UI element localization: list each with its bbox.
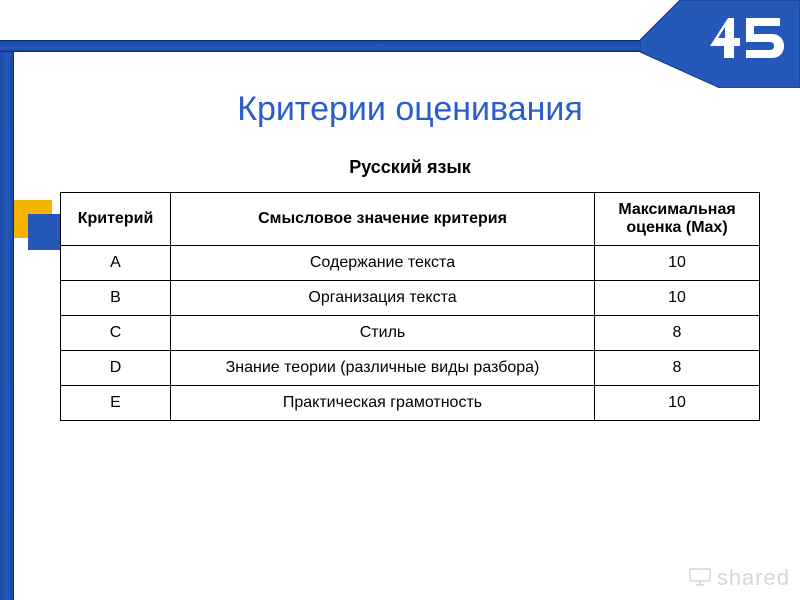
cell-code: C [61, 316, 171, 351]
table-row: E Практическая грамотность 10 [61, 386, 760, 421]
cell-max: 10 [595, 246, 760, 281]
cell-desc: Практическая грамотность [171, 386, 595, 421]
table-row: A Содержание текста 10 [61, 246, 760, 281]
side-rail [0, 52, 14, 600]
table-row: C Стиль 8 [61, 316, 760, 351]
col-header-criterion: Критерий [61, 193, 171, 246]
logo-45 [640, 0, 800, 88]
cell-max: 8 [595, 351, 760, 386]
cell-desc: Содержание текста [171, 246, 595, 281]
table-row: D Знание теории (различные виды разбора)… [61, 351, 760, 386]
cell-max: 10 [595, 281, 760, 316]
watermark: shared [689, 565, 790, 592]
cell-code: D [61, 351, 171, 386]
cell-code: B [61, 281, 171, 316]
slide-subtitle: Русский язык [60, 157, 760, 178]
col-header-max: Максимальная оценка (Max) [595, 193, 760, 246]
col-header-meaning: Смысловое значение критерия [171, 193, 595, 246]
table-row: B Организация текста 10 [61, 281, 760, 316]
slide-title: Критерии оценивания [60, 90, 760, 129]
presentation-icon [689, 566, 711, 592]
cell-max: 8 [595, 316, 760, 351]
cell-max: 10 [595, 386, 760, 421]
cell-code: A [61, 246, 171, 281]
cell-code: E [61, 386, 171, 421]
accent-corner [14, 200, 64, 250]
watermark-text: shared [717, 565, 790, 590]
cell-desc: Знание теории (различные виды разбора) [171, 351, 595, 386]
cell-desc: Стиль [171, 316, 595, 351]
cell-desc: Организация текста [171, 281, 595, 316]
criteria-table: Критерий Смысловое значение критерия Мак… [60, 192, 760, 421]
